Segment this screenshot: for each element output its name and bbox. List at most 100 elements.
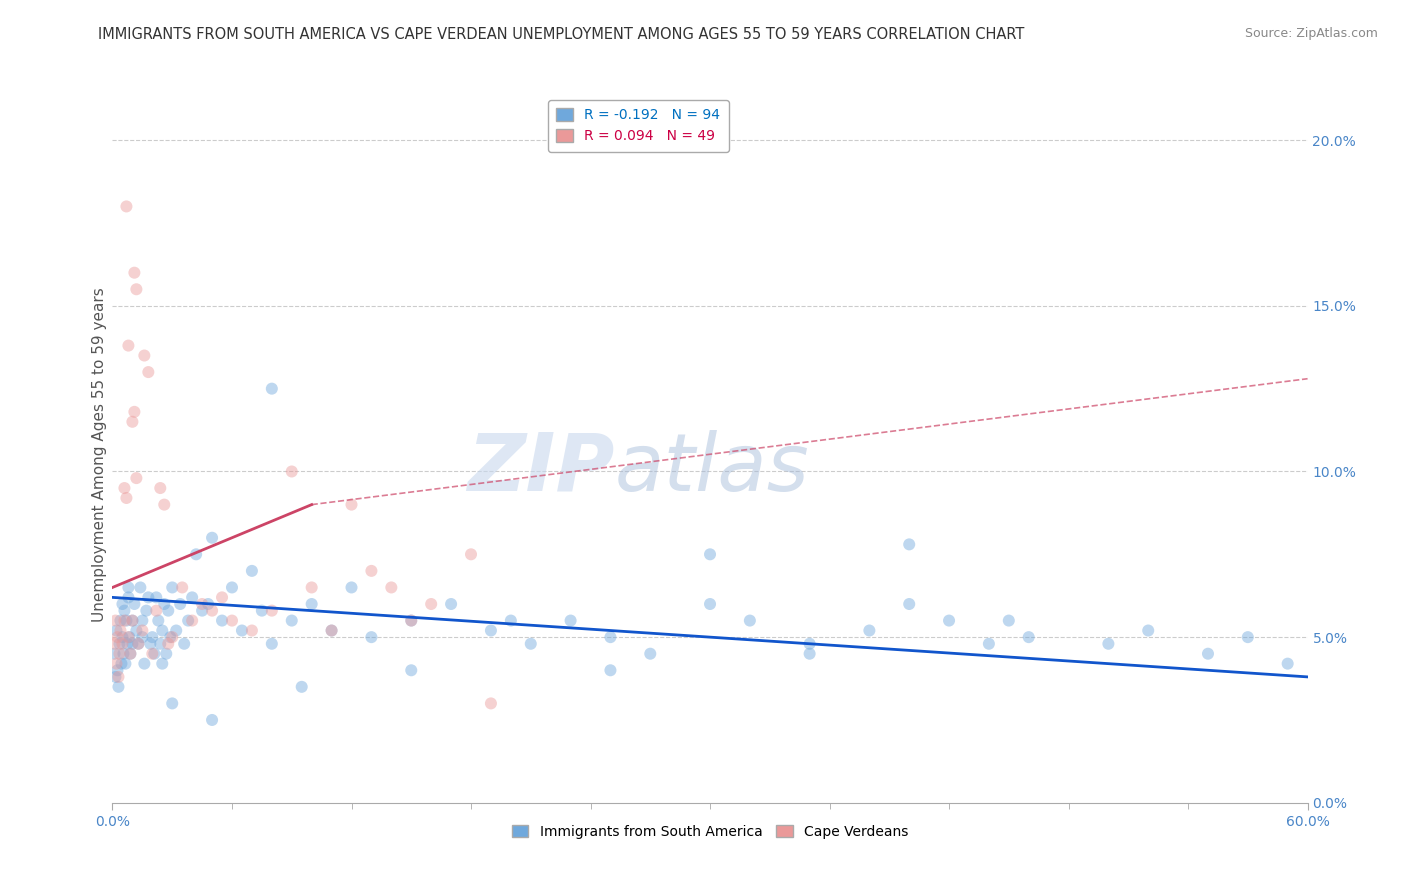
Legend: Immigrants from South America, Cape Verdeans: Immigrants from South America, Cape Verd… [506,820,914,845]
Point [115,491,138,505]
Point [138,365,160,379]
Point [799,647,821,661]
Point [191,597,214,611]
Point [173,637,195,651]
Point [340,498,363,512]
Point [401,663,423,677]
Point [117,581,139,595]
Point [401,614,423,628]
Point [117,338,139,352]
Point [858,624,880,638]
Point [111,597,134,611]
Point [301,597,323,611]
Point [221,581,243,595]
Point [141,630,163,644]
Point [145,604,167,618]
Text: ZIP: ZIP [467,430,614,508]
Point [117,591,139,605]
Point [499,614,522,628]
Point [107,670,129,684]
Point [162,581,183,595]
Point [121,614,143,628]
Point [125,282,148,296]
Point [118,630,141,644]
Point [115,614,138,628]
Point [898,537,921,551]
Point [281,465,304,479]
Point [699,597,721,611]
Point [301,581,323,595]
Point [169,597,191,611]
Point [360,564,382,578]
Point [291,680,314,694]
Point [260,382,283,396]
Point [1237,630,1260,644]
Point [380,581,402,595]
Point [143,647,166,661]
Point [105,657,128,671]
Point [110,624,132,638]
Point [440,597,463,611]
Point [260,637,283,651]
Point [121,415,143,429]
Point [134,349,156,363]
Point [321,624,343,638]
Point [131,624,153,638]
Point [111,630,134,644]
Y-axis label: Unemployment Among Ages 55 to 59 years: Unemployment Among Ages 55 to 59 years [91,287,107,623]
Point [148,614,170,628]
Point [260,604,283,618]
Point [165,624,187,638]
Point [150,624,173,638]
Point [938,614,960,628]
Point [149,481,172,495]
Point [699,547,721,561]
Point [172,581,194,595]
Point [1277,657,1299,671]
Point [420,597,443,611]
Point [127,637,149,651]
Point [110,657,132,671]
Point [114,657,136,671]
Text: Source: ZipAtlas.com: Source: ZipAtlas.com [1244,27,1378,40]
Point [159,630,181,644]
Point [111,637,134,651]
Point [738,614,761,628]
Point [107,630,129,644]
Point [124,405,146,419]
Point [181,614,204,628]
Point [107,680,129,694]
Point [139,637,162,651]
Text: IMMIGRANTS FROM SOUTH AMERICA VS CAPE VERDEAN UNEMPLOYMENT AMONG AGES 55 TO 59 Y: IMMIGRANTS FROM SOUTH AMERICA VS CAPE VE… [98,27,1025,42]
Point [127,637,149,651]
Point [157,604,180,618]
Point [108,637,131,651]
Point [250,604,273,618]
Point [104,670,127,684]
Point [321,624,343,638]
Point [103,637,125,651]
Point [114,614,135,628]
Point [998,614,1021,628]
Point [155,647,177,661]
Point [121,614,143,628]
Point [112,647,135,661]
Point [186,547,208,561]
Point [114,481,135,495]
Point [1197,647,1219,661]
Point [181,591,204,605]
Point [460,547,482,561]
Point [107,663,129,677]
Point [108,647,131,661]
Point [599,663,621,677]
Point [103,647,125,661]
Point [153,597,176,611]
Point [135,604,157,618]
Point [110,614,132,628]
Point [240,564,263,578]
Point [520,637,543,651]
Point [131,630,153,644]
Point [125,624,148,638]
Point [150,657,173,671]
Point [138,591,160,605]
